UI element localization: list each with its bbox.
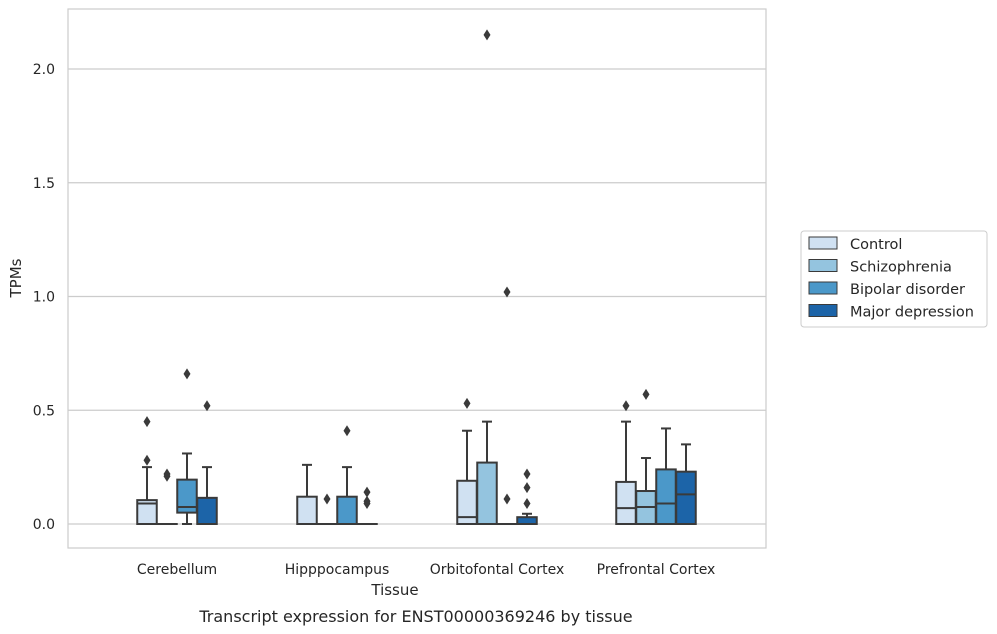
legend-label: Control xyxy=(850,237,902,253)
box-body xyxy=(615,480,637,526)
box-body xyxy=(196,496,218,525)
x-tick-label: Prefrontal Cortex xyxy=(597,562,716,578)
outlier-point xyxy=(143,454,151,466)
outlier-point xyxy=(143,416,151,428)
outlier-point xyxy=(642,388,650,400)
legend-item: Major depression xyxy=(808,304,974,321)
box xyxy=(655,427,677,525)
box xyxy=(615,400,637,526)
outlier-point xyxy=(323,493,331,505)
box xyxy=(296,463,318,526)
legend-swatch xyxy=(808,236,838,250)
box xyxy=(176,368,198,525)
x-axis-label: Tissue xyxy=(370,581,418,599)
outlier-point xyxy=(463,397,471,409)
box xyxy=(196,400,218,525)
chart-caption: Transcript expression for ENST0000036924… xyxy=(198,607,632,626)
outlier-point xyxy=(483,29,491,41)
legend-label: Bipolar disorder xyxy=(850,282,965,298)
outlier-point xyxy=(503,286,511,298)
series-major-depression xyxy=(196,400,697,526)
outlier-point xyxy=(203,400,211,412)
grid-lines xyxy=(68,68,766,525)
series-bipolar-disorder xyxy=(176,286,677,526)
y-axis-label: TPMs xyxy=(7,258,25,298)
legend: Control Schizophrenia Bipolar disorder Majo… xyxy=(800,230,988,328)
outlier-point xyxy=(523,468,531,480)
series-schizophrenia xyxy=(156,29,657,526)
x-tick-label: Cerebellum xyxy=(137,562,217,578)
legend-swatch xyxy=(808,304,838,317)
box xyxy=(136,416,158,525)
x-tick-label: Hipppocampus xyxy=(285,562,390,578)
box-series xyxy=(136,29,697,526)
legend-item: Schizophrenia xyxy=(808,259,952,276)
y-tick-label: 1.5 xyxy=(33,176,55,192)
box xyxy=(496,286,518,526)
box xyxy=(675,443,697,525)
legend-label: Major depression xyxy=(850,305,974,321)
outlier-point xyxy=(503,493,511,505)
box xyxy=(156,468,178,526)
box-body xyxy=(176,478,198,514)
box-body xyxy=(476,461,498,526)
box xyxy=(456,397,478,525)
box xyxy=(635,388,657,526)
y-tick-label: 2.0 xyxy=(33,62,55,78)
outlier-point xyxy=(363,498,371,510)
outlier-point xyxy=(183,368,191,380)
outlier-point xyxy=(523,498,531,510)
box-body xyxy=(516,516,538,525)
box-body xyxy=(136,499,158,525)
box-body xyxy=(336,495,358,526)
plot-area-frame xyxy=(67,8,767,549)
y-axis-ticks: 0.0 0.5 1.0 1.5 2.0 xyxy=(33,62,55,533)
y-tick-label: 0.5 xyxy=(33,403,55,419)
legend-item: Bipolar disorder xyxy=(808,281,965,298)
y-tick-label: 1.0 xyxy=(33,290,55,306)
x-tick-label: Orbitofontal Cortex xyxy=(430,562,565,578)
legend-frame xyxy=(800,230,988,328)
box-body xyxy=(296,495,318,526)
outlier-point xyxy=(523,482,531,494)
legend-swatch xyxy=(808,259,838,272)
box xyxy=(476,29,498,526)
box xyxy=(336,425,358,526)
outlier-point xyxy=(343,425,351,437)
legend-item: Control xyxy=(808,236,902,253)
x-axis-ticks: Cerebellum Hipppocampus Orbitofontal Corte… xyxy=(137,562,715,578)
outlier-point xyxy=(363,486,371,498)
box xyxy=(356,486,378,526)
box xyxy=(316,493,338,526)
outlier-point xyxy=(622,400,630,412)
legend-swatch xyxy=(808,281,838,295)
y-tick-label: 0.0 xyxy=(33,517,55,533)
box xyxy=(516,468,538,525)
box-body xyxy=(655,468,677,525)
outlier-point xyxy=(163,468,171,480)
legend-label: Schizophrenia xyxy=(850,260,952,276)
box-body xyxy=(675,470,697,525)
